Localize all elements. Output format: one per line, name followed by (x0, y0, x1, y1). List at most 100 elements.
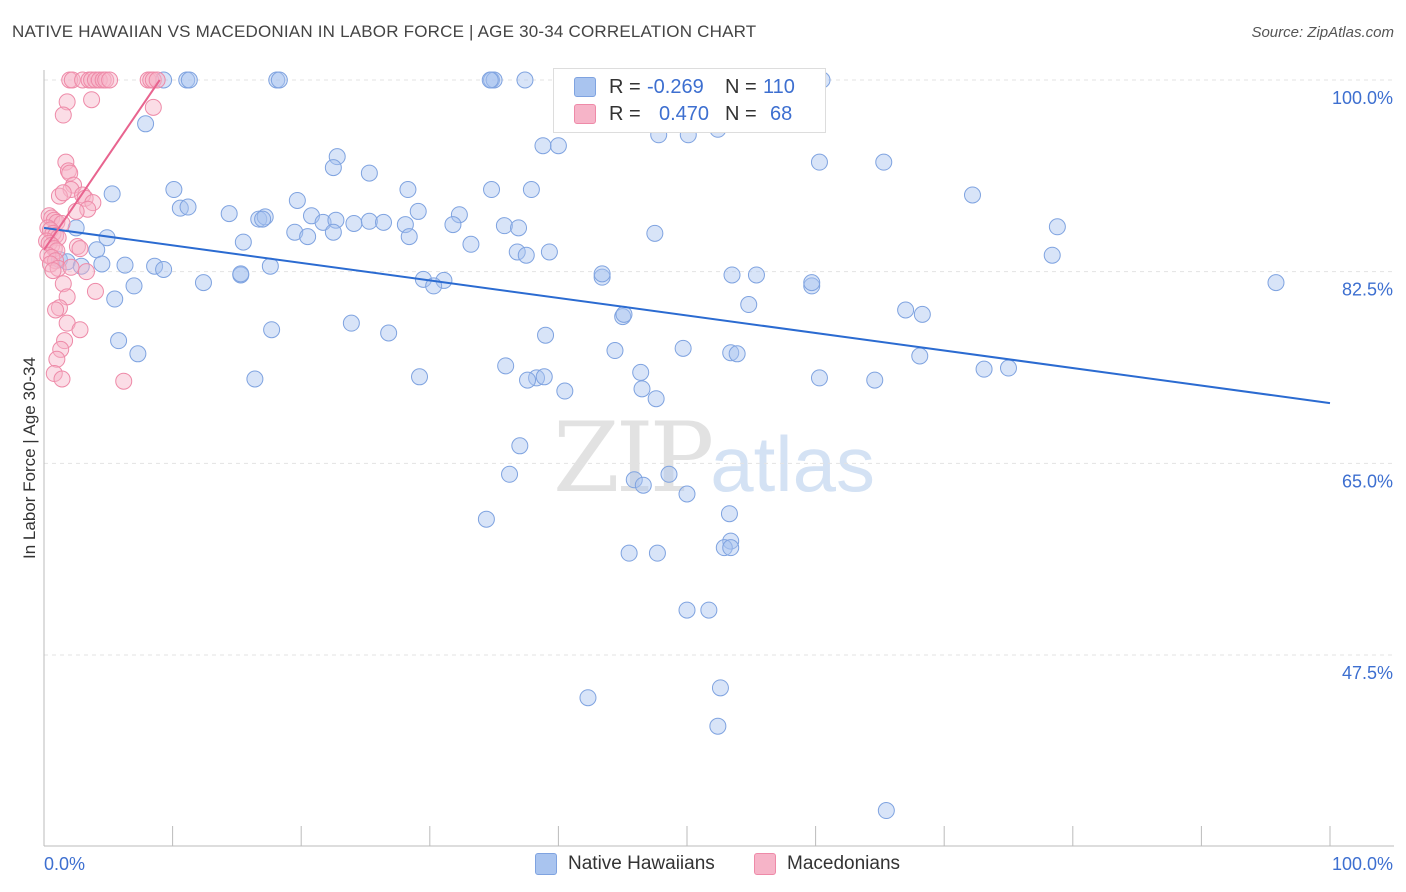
native-hawaiian-point (537, 326, 555, 344)
native-hawaiian-point (593, 265, 611, 283)
legend-n-label: N = (725, 102, 757, 125)
native-hawaiian-point (180, 71, 198, 89)
native-hawaiian-point (810, 153, 828, 171)
native-hawaiian-point (715, 539, 733, 557)
native-hawaiian-point (483, 181, 501, 199)
native-hawaiian-point (497, 357, 515, 375)
legend-swatch-blue (574, 77, 596, 97)
native-hawaiian-point (634, 476, 652, 494)
native-hawaiian-point (375, 213, 393, 231)
native-hawaiian-point (720, 505, 738, 523)
bottom-legend-swatch-pink (754, 853, 776, 875)
native-hawaiian-point (508, 243, 526, 261)
source-label: Source: ZipAtlas.com (1251, 24, 1394, 41)
native-hawaiian-point (495, 217, 513, 235)
native-hawaiian-point (519, 371, 537, 389)
native-hawaiian-point (360, 164, 378, 182)
macedonian-point (83, 91, 101, 109)
bottom-legend-label: Native Hawaiians (568, 853, 715, 874)
native-hawaiian-point (963, 186, 981, 204)
native-hawaiian-point (875, 153, 893, 171)
watermark-atlas: atlas (710, 420, 875, 508)
native-hawaiian-point (93, 255, 111, 273)
y-tick-label: 100.0% (1332, 88, 1393, 108)
native-hawaiian-point (534, 137, 552, 155)
legend-swatch-pink (574, 104, 596, 124)
macedonian-point (101, 71, 119, 89)
y-tick-label: 82.5% (1342, 280, 1393, 300)
native-hawaiian-point (556, 382, 574, 400)
native-hawaiian-point (286, 223, 304, 241)
x-tick-label: 0.0% (44, 854, 85, 874)
native-hawaiian-point (517, 246, 535, 264)
native-hawaiian-point (481, 71, 499, 89)
macedonian-point (58, 93, 76, 111)
native-hawaiian-point (324, 159, 342, 177)
native-hawaiian-point (129, 345, 147, 363)
native-hawaiian-point (110, 332, 128, 350)
y-tick-label: 65.0% (1342, 471, 1393, 491)
native-hawaiian-point (88, 241, 106, 259)
native-hawaiian-point (674, 339, 692, 357)
native-hawaiian-point (137, 115, 155, 133)
macedonian-point (54, 106, 72, 124)
native-hawaiian-point (462, 235, 480, 253)
native-hawaiian-point (270, 71, 288, 89)
native-hawaiian-point (540, 243, 558, 261)
bottom-legend-native-hawaiians: Native Hawaiians (535, 852, 715, 876)
native-hawaiian-point (380, 324, 398, 342)
native-hawaiian-point (314, 213, 332, 231)
native-hawaiian-point (288, 191, 306, 209)
macedonian-point (68, 237, 86, 255)
native-hawaiian-point (116, 256, 134, 274)
native-hawaiian-point (250, 210, 268, 228)
native-hawaiian-point (106, 290, 124, 308)
native-hawaiian-point (678, 485, 696, 503)
native-hawaiian-point (256, 208, 274, 226)
native-hawaiian-point (633, 380, 651, 398)
legend-r-label: R = (609, 102, 641, 125)
native-hawaiian-point (1043, 246, 1061, 264)
native-hawaiian-point (146, 257, 164, 275)
native-hawaiian-point (477, 510, 495, 528)
native-hawaiian-point (660, 465, 678, 483)
native-hawaiian-point (194, 274, 212, 292)
macedonian-point (86, 282, 104, 300)
watermark: ZIPatlas (553, 402, 875, 514)
native-hawaiian-point (549, 137, 567, 155)
native-hawaiian-point (1267, 274, 1285, 292)
native-hawaiian-point (179, 198, 197, 216)
native-hawaiian-point (345, 214, 363, 232)
bottom-legend-macedonians: Macedonians (754, 852, 900, 876)
native-hawaiian-point (125, 277, 143, 295)
macedonian-trendline (43, 79, 161, 251)
macedonian-point (71, 321, 89, 339)
macedonian-point (44, 262, 62, 280)
bottom-legend-label: Macedonians (787, 853, 901, 874)
y-axis-label: In Labor Force | Age 30-34 (20, 357, 39, 559)
native-hawaiian-point (220, 205, 238, 223)
macedonian-point (62, 258, 80, 276)
native-hawaiian-point (400, 228, 418, 246)
native-hawaiian-point (522, 181, 540, 199)
native-hawaiian-point (722, 344, 740, 362)
native-hawaiian-point (234, 233, 252, 251)
native-hawaiian-point (254, 210, 272, 228)
native-hawaiian-point (155, 71, 173, 89)
legend-r-value: 0.470 (659, 102, 710, 125)
y-tick-label: 47.5% (1342, 663, 1393, 683)
native-hawaiian-point (1048, 218, 1066, 236)
native-hawaiian-point (700, 601, 718, 619)
native-hawaiian-point (261, 257, 279, 275)
native-hawaiian-point (342, 314, 360, 332)
legend-r-label: R = (609, 75, 641, 98)
native-hawaiian-point (246, 370, 264, 388)
native-hawaiian-point (263, 321, 281, 339)
stats-legend: R = -0.269 N = 110 R = 0.470 N = 68 (553, 68, 826, 133)
native-hawaiian-point (516, 71, 534, 89)
native-hawaiian-point (711, 679, 729, 697)
native-hawaiian-point (810, 369, 828, 387)
macedonian-point (56, 332, 74, 350)
native-hawaiian-point (444, 216, 462, 234)
